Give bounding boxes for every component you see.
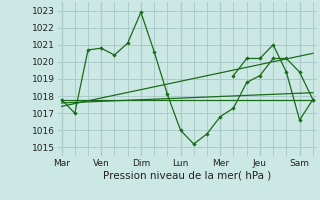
X-axis label: Pression niveau de la mer( hPa ): Pression niveau de la mer( hPa ) [103,171,271,181]
